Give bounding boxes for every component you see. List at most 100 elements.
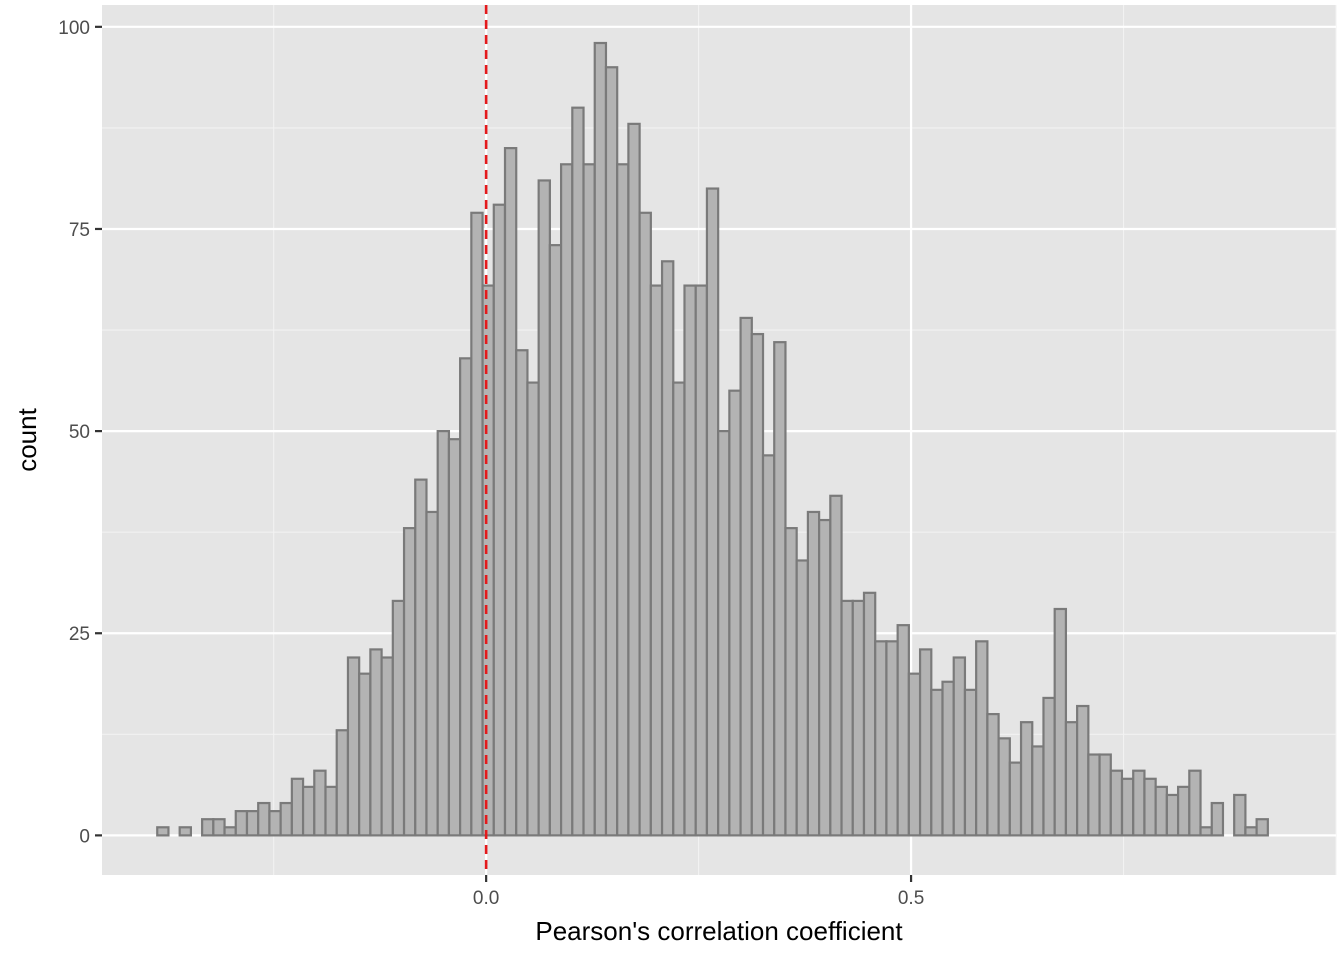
histogram-bar xyxy=(1176,785,1191,837)
histogram-bar xyxy=(1154,785,1168,837)
histogram-bar xyxy=(717,430,731,837)
histogram-bar xyxy=(862,591,877,837)
histogram-bar xyxy=(358,672,372,837)
histogram-bar xyxy=(201,818,215,837)
histogram-bar xyxy=(1188,769,1202,837)
histogram-bar xyxy=(1076,704,1090,837)
histogram-bar xyxy=(1165,793,1180,837)
histogram-bar xyxy=(593,41,608,837)
histogram-bar xyxy=(1244,826,1258,837)
histogram-bar xyxy=(694,284,709,837)
histogram-bar xyxy=(1109,769,1124,837)
histogram-bar xyxy=(414,478,428,837)
x-tick-label: 0.0 xyxy=(473,888,499,909)
histogram-bar xyxy=(1087,753,1101,837)
histogram-bar xyxy=(436,430,451,837)
histogram-bar xyxy=(840,599,854,837)
histogram-bar xyxy=(425,510,439,837)
histogram-bar xyxy=(761,454,776,837)
histogram-bar xyxy=(784,527,798,837)
histogram-bar xyxy=(739,316,753,837)
histogram-bar xyxy=(223,826,237,837)
histogram-bar xyxy=(481,284,495,837)
histogram-bar xyxy=(818,518,832,837)
histogram-bar xyxy=(324,785,338,837)
histogram-bar xyxy=(1255,818,1269,837)
x-tick-label: 0.5 xyxy=(898,888,924,909)
histogram-bar xyxy=(795,559,809,837)
y-axis-title: count xyxy=(12,407,42,471)
histogram-bar xyxy=(896,624,910,837)
histogram-bar xyxy=(559,163,574,837)
histogram-bar xyxy=(604,66,619,837)
y-tick-label: 0 xyxy=(79,826,90,847)
histogram-bar xyxy=(257,801,271,837)
histogram-bar xyxy=(470,211,484,837)
histogram-bar xyxy=(941,680,955,837)
y-tick-label: 75 xyxy=(69,220,90,241)
histogram-bar xyxy=(391,599,406,837)
x-axis-title: Pearson's correlation coefficient xyxy=(535,916,903,946)
histogram-bar xyxy=(806,510,821,837)
y-tick-label: 25 xyxy=(69,624,90,645)
histogram-bar xyxy=(986,712,1000,837)
histogram-bar xyxy=(369,648,383,837)
histogram-bars xyxy=(156,41,1269,837)
histogram-bar xyxy=(649,284,664,837)
histogram-bar xyxy=(638,211,652,837)
histogram-bar xyxy=(245,810,260,837)
histogram-bar xyxy=(234,810,249,837)
histogram-bar xyxy=(885,640,899,837)
histogram-bar xyxy=(1008,761,1023,837)
histogram-bar xyxy=(907,672,922,837)
histogram-bar xyxy=(268,810,282,837)
histogram-bar xyxy=(301,785,316,837)
histogram-bar xyxy=(156,826,170,837)
histogram-bar xyxy=(952,656,967,837)
y-tick-label: 100 xyxy=(58,18,90,39)
histogram-bar xyxy=(178,826,192,837)
histogram-bar xyxy=(1042,696,1056,837)
histogram-bar xyxy=(380,656,394,837)
histogram-bar xyxy=(537,179,551,837)
histogram-bar xyxy=(963,688,978,837)
histogram-bar xyxy=(1064,721,1079,837)
histogram-bar xyxy=(1210,801,1225,837)
histogram-bar xyxy=(212,818,226,837)
histogram-bar xyxy=(515,349,529,837)
histogram-bar xyxy=(997,737,1011,837)
histogram-bar xyxy=(930,688,944,837)
histogram-bar xyxy=(672,381,686,837)
histogram-bar xyxy=(773,341,787,837)
histogram-bar xyxy=(705,187,720,837)
histogram-bar xyxy=(290,777,305,837)
histogram-bar xyxy=(1019,721,1034,837)
histogram-bar xyxy=(851,599,866,837)
histogram-bar xyxy=(1098,753,1112,837)
histogram-bar xyxy=(582,163,596,837)
histogram-bar xyxy=(1031,745,1045,837)
histogram-bar xyxy=(1120,777,1135,837)
histogram-bar xyxy=(660,260,675,837)
histogram-bar xyxy=(874,640,888,837)
histogram-bar xyxy=(526,381,540,837)
histogram-bar xyxy=(459,357,473,837)
histogram-bar xyxy=(503,147,518,837)
histogram-bar xyxy=(492,203,507,837)
histogram-bar xyxy=(627,122,641,837)
histogram-bar xyxy=(1132,769,1146,837)
histogram-bar xyxy=(402,527,417,837)
x-axis-ticks: 0.0 0.5 xyxy=(473,875,924,909)
histogram-bar xyxy=(335,729,350,837)
histogram-bar xyxy=(683,284,697,837)
histogram-bar xyxy=(975,640,989,837)
histogram-bar xyxy=(1233,793,1247,837)
histogram-bar xyxy=(750,332,765,837)
histogram-bar xyxy=(313,769,327,837)
histogram-bar xyxy=(829,494,843,837)
histogram-bar xyxy=(1053,607,1068,837)
histogram-bar xyxy=(1199,826,1213,837)
histogram-bar xyxy=(918,648,933,837)
histogram-bar xyxy=(548,244,563,837)
